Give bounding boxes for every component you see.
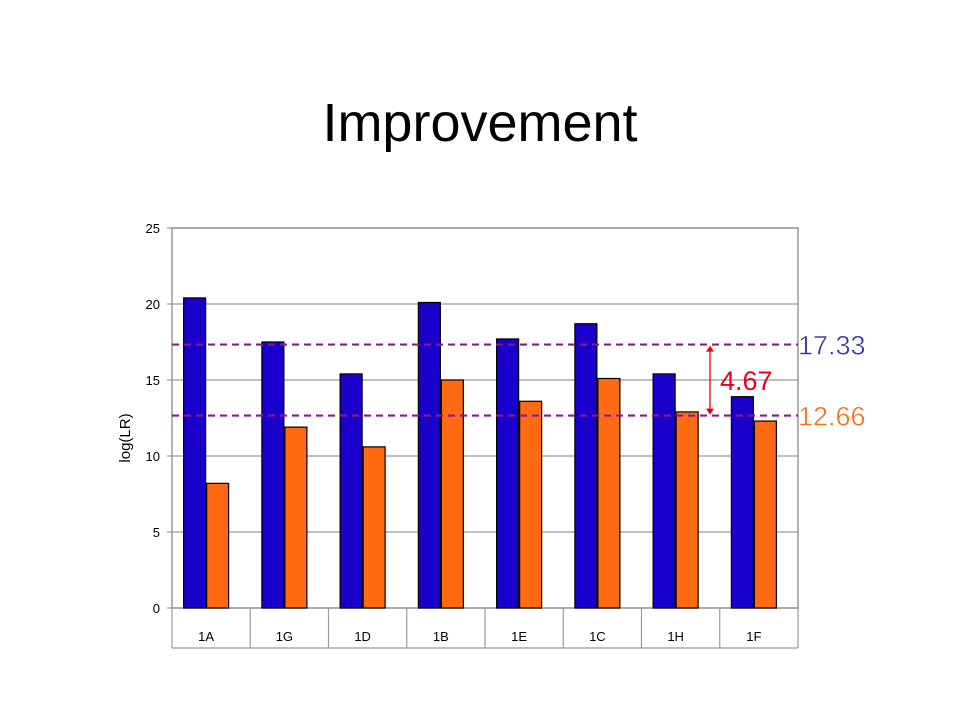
reference-label-1: 17.33 bbox=[798, 331, 866, 361]
y-tick-label-25: 25 bbox=[146, 221, 160, 236]
bar-1B-s1 bbox=[417, 301, 441, 609]
bar-1H-s1 bbox=[652, 373, 676, 609]
x-tick-label-1E: 1E bbox=[511, 629, 527, 644]
reference-label-2: 12.66 bbox=[798, 402, 866, 432]
bar-1E-s2 bbox=[519, 400, 543, 609]
slide-title: Improvement bbox=[322, 93, 638, 153]
x-tick-label-1H: 1H bbox=[667, 629, 684, 644]
difference-arrow-head-bottom bbox=[706, 408, 714, 415]
difference-arrow-head-top bbox=[706, 345, 714, 352]
bar-1G-s1 bbox=[261, 341, 285, 609]
y-tick-label-0: 0 bbox=[153, 601, 160, 616]
x-tick-label-1B: 1B bbox=[433, 629, 449, 644]
x-tick-label-1F: 1F bbox=[746, 629, 761, 644]
y-tick-labels: 0 5 10 15 20 25 bbox=[146, 221, 160, 616]
reference-lines: 17.33 12.66 4.67 bbox=[172, 330, 866, 432]
y-tick-label-15: 15 bbox=[146, 373, 160, 388]
x-tick-label-1G: 1G bbox=[276, 629, 293, 644]
bar-1D-s2 bbox=[362, 446, 386, 609]
bar-1B-s2 bbox=[440, 379, 464, 609]
bar-1A-s1 bbox=[183, 297, 207, 609]
x-tick-labels: 1A 1G 1D 1B 1E 1C 1H 1F bbox=[171, 608, 799, 649]
bar-1F-s2 bbox=[753, 420, 777, 609]
y-tick-label-20: 20 bbox=[146, 297, 160, 312]
y-tick-label-5: 5 bbox=[153, 525, 160, 540]
bar-1E-s1 bbox=[496, 338, 520, 609]
bar-1G-s2 bbox=[284, 426, 308, 609]
bar-1C-s1 bbox=[574, 323, 598, 609]
y-axis-label: log(LR) bbox=[117, 413, 134, 462]
bars bbox=[183, 297, 777, 609]
bar-1C-s2 bbox=[597, 377, 621, 609]
bar-1A-s2 bbox=[206, 482, 230, 609]
y-tick-label-10: 10 bbox=[146, 449, 160, 464]
x-tick-label-1A: 1A bbox=[198, 629, 214, 644]
bar-1F-s1 bbox=[730, 396, 754, 609]
bar-1H-s2 bbox=[675, 411, 699, 609]
bar-1D-s1 bbox=[339, 373, 363, 609]
x-tick-label-1C: 1C bbox=[589, 629, 606, 644]
x-tick-label-1D: 1D bbox=[354, 629, 371, 644]
difference-label: 4.67 bbox=[720, 366, 773, 396]
